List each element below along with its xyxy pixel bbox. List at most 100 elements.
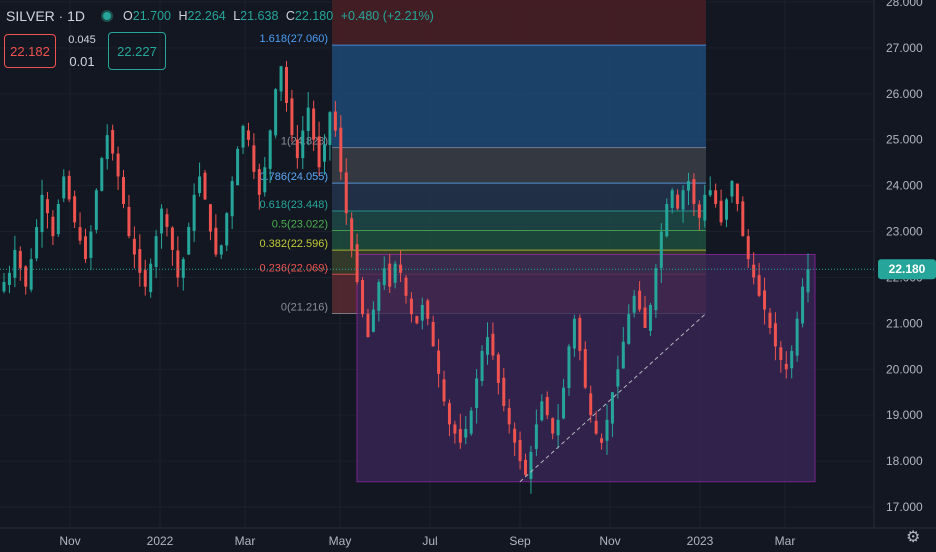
candle-body bbox=[502, 377, 506, 406]
candle-body bbox=[366, 313, 370, 338]
candle-body bbox=[475, 378, 479, 409]
candle-body bbox=[45, 199, 49, 214]
candle-body bbox=[469, 410, 473, 434]
candle-body bbox=[746, 236, 750, 260]
candle-body bbox=[795, 318, 799, 356]
candle-body bbox=[431, 321, 435, 347]
candle-body bbox=[328, 112, 332, 146]
candle-body bbox=[312, 108, 316, 140]
candle-body bbox=[643, 307, 647, 328]
candle-body bbox=[176, 250, 180, 278]
candle-body bbox=[741, 201, 745, 237]
candle-body bbox=[621, 341, 625, 369]
candle-body bbox=[654, 268, 658, 311]
candle-body bbox=[491, 333, 495, 356]
candle-body bbox=[589, 393, 593, 416]
candle-body bbox=[51, 216, 55, 237]
time-tick-label: 2022 bbox=[147, 534, 174, 548]
fib-top-zone bbox=[332, 0, 706, 46]
time-tick-label: May bbox=[329, 534, 352, 548]
candle-body bbox=[437, 350, 441, 374]
candle-body bbox=[567, 346, 571, 389]
fib-zone bbox=[332, 183, 706, 211]
candle-body bbox=[306, 107, 310, 132]
candle-body bbox=[703, 194, 707, 221]
time-tick-label: Mar bbox=[235, 534, 256, 548]
candle-body bbox=[317, 136, 321, 168]
candle-body bbox=[779, 347, 783, 361]
candle-body bbox=[143, 270, 147, 287]
candle-body bbox=[562, 387, 566, 419]
buy-button[interactable]: 22.227 bbox=[108, 32, 166, 70]
candle-body bbox=[122, 177, 126, 204]
candle-body bbox=[692, 179, 696, 204]
price-tick-label: 24.000 bbox=[886, 179, 923, 193]
candle-body bbox=[382, 268, 386, 286]
last-price-badge bbox=[878, 259, 936, 280]
candle-body bbox=[551, 418, 555, 434]
quantity-value[interactable]: 0.01 bbox=[69, 53, 95, 69]
candle-body bbox=[616, 369, 620, 387]
candle-body bbox=[170, 227, 174, 250]
candle-body bbox=[725, 199, 729, 220]
gear-icon[interactable]: ⚙ bbox=[906, 529, 921, 546]
timeframe[interactable]: 1D bbox=[67, 8, 86, 24]
candle-body bbox=[323, 144, 327, 162]
open-label: O bbox=[123, 9, 133, 23]
fib-level-label: 0.786(24.055) bbox=[260, 171, 329, 183]
candle-body bbox=[480, 350, 484, 382]
candle-body bbox=[94, 190, 98, 230]
candle-body bbox=[426, 300, 430, 319]
trade-panel: 22.182 0.045 0.01 22.227 bbox=[4, 32, 166, 70]
candle-body bbox=[339, 127, 343, 172]
candle-body bbox=[203, 172, 207, 200]
candle-body bbox=[388, 263, 392, 287]
candle-body bbox=[192, 194, 196, 231]
spread-quantity: 0.045 0.01 bbox=[62, 34, 102, 69]
candle-body bbox=[290, 98, 294, 136]
candle-body bbox=[513, 428, 517, 443]
candle-body bbox=[409, 298, 413, 315]
close-value: 22.180 bbox=[294, 9, 334, 23]
price-tick-label: 19.000 bbox=[886, 408, 923, 422]
fib-zone bbox=[332, 147, 706, 184]
candle-body bbox=[127, 207, 131, 237]
candle-body bbox=[230, 181, 234, 217]
candle-body bbox=[165, 214, 169, 227]
candle-body bbox=[154, 236, 158, 267]
candle-body bbox=[801, 286, 805, 324]
price-tick-label: 23.000 bbox=[886, 225, 923, 239]
candle-body bbox=[496, 354, 500, 384]
price-tick-label: 17.000 bbox=[886, 500, 923, 514]
sell-button[interactable]: 22.182 bbox=[4, 34, 56, 68]
candle-body bbox=[447, 403, 451, 425]
candle-body bbox=[187, 226, 191, 255]
candle-body bbox=[241, 125, 245, 148]
candle-series bbox=[2, 60, 810, 494]
candle-body bbox=[719, 200, 723, 223]
time-tick-label: 2023 bbox=[687, 534, 714, 548]
candle-body bbox=[295, 139, 299, 159]
candle-body bbox=[529, 451, 533, 479]
fib-zone bbox=[332, 45, 706, 148]
candle-body bbox=[757, 275, 761, 296]
candle-body bbox=[13, 249, 17, 278]
price-tick-label: 21.000 bbox=[886, 316, 923, 330]
high-label: H bbox=[178, 9, 188, 23]
chart-header: SILVER · 1D O21.700 H22.264 L21.638 C22.… bbox=[0, 0, 434, 32]
candle-body bbox=[29, 259, 33, 290]
candle-body bbox=[279, 66, 283, 92]
fib-level-label: 0.618(23.448) bbox=[260, 199, 329, 211]
symbol-name[interactable]: SILVER bbox=[6, 8, 55, 24]
candle-body bbox=[257, 169, 261, 195]
candle-body bbox=[149, 263, 153, 293]
close-label: C bbox=[285, 9, 295, 23]
candle-body bbox=[572, 318, 576, 349]
time-axis[interactable]: Nov 2022 Mar May Jul Sep Nov 2023 Mar bbox=[0, 527, 936, 552]
candle-body bbox=[594, 420, 598, 434]
candle-body bbox=[361, 280, 365, 315]
candle-body bbox=[545, 396, 549, 416]
candle-body bbox=[763, 290, 767, 310]
candle-body bbox=[40, 194, 44, 233]
